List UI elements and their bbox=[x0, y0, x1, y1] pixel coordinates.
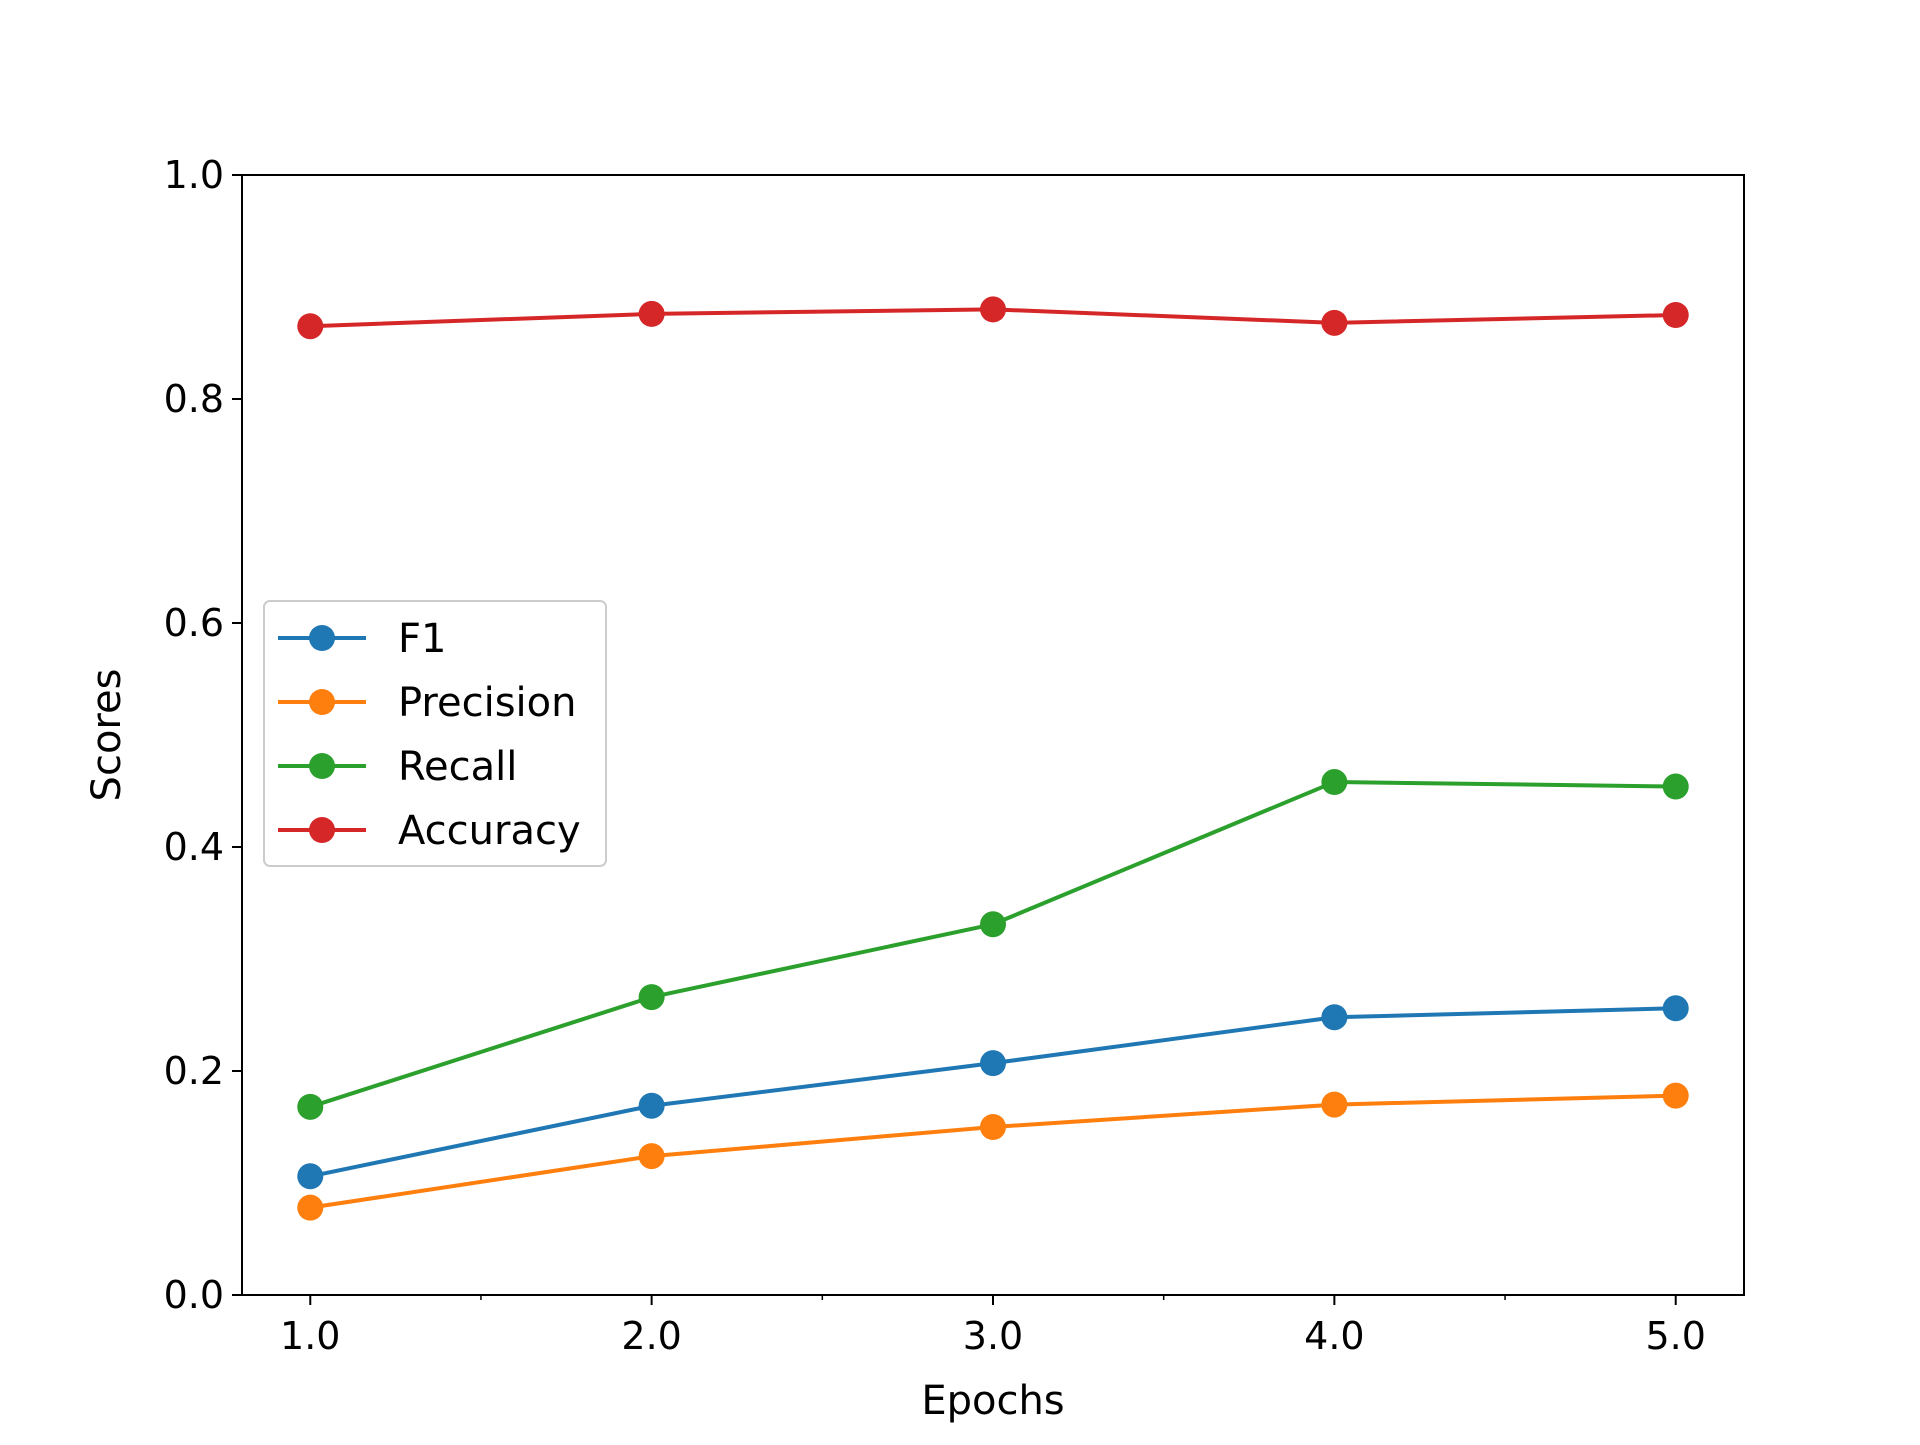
x-tick-label: 3.0 bbox=[963, 1314, 1023, 1358]
x-tick-label: 2.0 bbox=[621, 1314, 681, 1358]
data-point bbox=[980, 296, 1006, 323]
series-precision bbox=[297, 1082, 1689, 1221]
x-tick-label: 1.0 bbox=[280, 1314, 340, 1358]
data-point bbox=[1321, 769, 1348, 796]
x-tick-label: 4.0 bbox=[1304, 1314, 1364, 1358]
y-axis-label: Scores bbox=[84, 669, 130, 802]
legend-label: Precision bbox=[398, 680, 576, 726]
legend-item: F1 bbox=[278, 616, 446, 662]
legend-label: Recall bbox=[398, 744, 517, 790]
y-axis: 0.0 0.2 0.4 0.6 0.8 1.0 bbox=[164, 153, 242, 1317]
data-point bbox=[297, 1194, 324, 1221]
data-point bbox=[297, 313, 324, 340]
legend-marker bbox=[309, 753, 335, 779]
y-tick-label: 0.2 bbox=[164, 1049, 224, 1093]
data-point bbox=[980, 911, 1006, 938]
data-point bbox=[297, 1093, 324, 1120]
data-point bbox=[1662, 1082, 1689, 1109]
legend: F1 Precision Recall Accuracy bbox=[263, 600, 607, 867]
legend-item: Precision bbox=[278, 680, 576, 726]
y-tick-label: 0.8 bbox=[164, 377, 224, 421]
x-axis-label: Epochs bbox=[921, 1378, 1064, 1424]
legend-marker bbox=[309, 689, 335, 715]
legend-marker bbox=[309, 817, 335, 843]
x-tick-label: 5.0 bbox=[1646, 1314, 1706, 1358]
y-tick-label: 0.6 bbox=[164, 601, 224, 645]
y-tick-label: 1.0 bbox=[164, 153, 224, 197]
legend-marker bbox=[309, 625, 335, 651]
legend-item: Recall bbox=[278, 744, 517, 790]
data-point bbox=[1321, 1091, 1348, 1118]
data-point bbox=[638, 300, 665, 327]
legend-box bbox=[263, 600, 607, 867]
series-recall bbox=[297, 769, 1689, 1120]
data-point bbox=[638, 1092, 665, 1119]
data-point bbox=[1662, 995, 1689, 1022]
series-accuracy bbox=[297, 296, 1689, 340]
data-point bbox=[1321, 309, 1348, 336]
data-point bbox=[980, 1114, 1006, 1140]
legend-item: Accuracy bbox=[278, 808, 581, 854]
data-point bbox=[1321, 1004, 1348, 1031]
data-point bbox=[297, 1163, 324, 1190]
y-tick-label: 0.0 bbox=[164, 1273, 224, 1317]
data-point bbox=[1662, 302, 1689, 328]
data-point bbox=[1662, 773, 1689, 800]
data-point bbox=[980, 1050, 1006, 1077]
series-layer bbox=[297, 296, 1689, 1221]
x-axis: 1.0 2.0 3.0 4.0 5.0 bbox=[280, 1295, 1706, 1358]
y-tick-label: 0.4 bbox=[164, 825, 224, 869]
legend-label: F1 bbox=[398, 616, 446, 662]
series-f1 bbox=[297, 995, 1689, 1190]
data-point bbox=[638, 984, 665, 1011]
legend-label: Accuracy bbox=[398, 808, 581, 854]
data-point bbox=[638, 1143, 665, 1170]
